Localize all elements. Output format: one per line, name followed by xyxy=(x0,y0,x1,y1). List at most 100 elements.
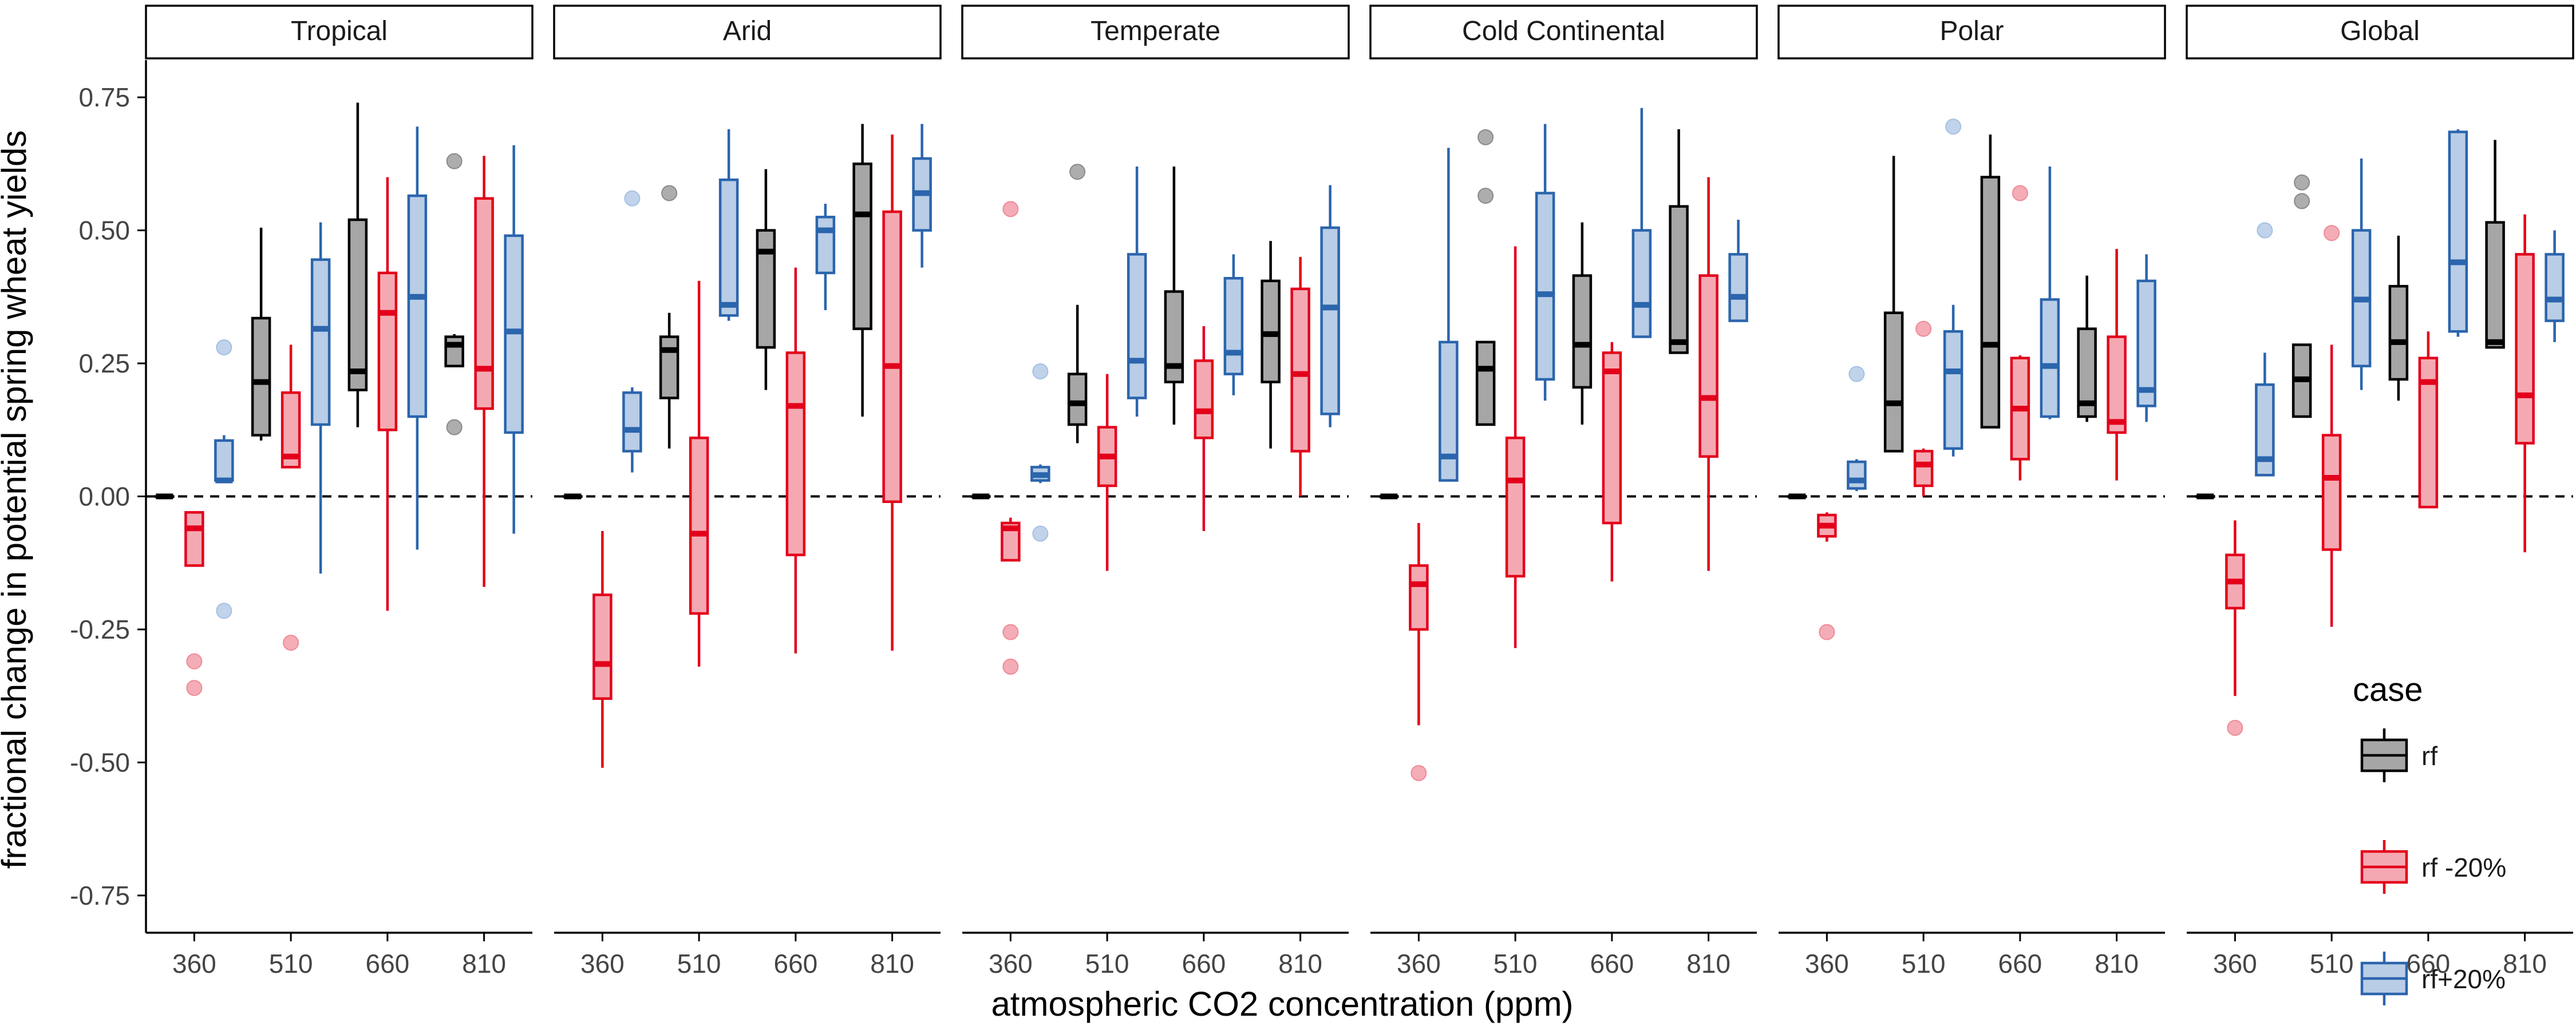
box-rf-20-660 xyxy=(2448,129,2468,337)
box-rf-660 xyxy=(1572,222,1593,425)
box-body xyxy=(2485,221,2505,349)
x-tick-label: 810 xyxy=(2503,949,2547,978)
box-body xyxy=(1194,359,1214,439)
x-tick-label: 360 xyxy=(580,949,625,978)
box-body xyxy=(214,439,234,482)
box-rf-20-660 xyxy=(377,177,398,611)
box-body xyxy=(1127,253,1147,399)
y-tick-label: -0.25 xyxy=(70,615,130,644)
box-body xyxy=(474,197,494,410)
box-body xyxy=(1439,340,1459,482)
outlier-point xyxy=(1819,624,1835,640)
outlier-point xyxy=(216,339,232,356)
panel-tropical: 360 510 660 810 xyxy=(146,102,532,978)
outlier-point xyxy=(624,190,641,207)
panel-polar: 360 510 660 810 xyxy=(1779,118,2165,978)
facet-panels: 360 510 660 810 360 510 660 810 360 510 660 810 360 5… xyxy=(146,102,2573,978)
x-tick-label: 660 xyxy=(1182,949,1226,978)
strip-temperate xyxy=(961,5,1350,60)
box-body xyxy=(2136,279,2156,407)
box-rf-20-510 xyxy=(1127,166,1147,417)
outlier-point xyxy=(446,419,463,435)
strip-tropical xyxy=(145,5,534,60)
box-body xyxy=(659,335,679,399)
x-tick-label: 810 xyxy=(1278,949,1322,978)
x-tick-label: 660 xyxy=(366,949,410,978)
box-rf-20-660 xyxy=(1223,254,1244,395)
box-rf-20-360 xyxy=(1409,522,1429,782)
outlier-point xyxy=(186,680,203,696)
box-body xyxy=(1320,226,1340,415)
x-tick-label: 660 xyxy=(2407,949,2451,978)
box-rf-810 xyxy=(852,124,872,417)
box-rf-20-810 xyxy=(1728,219,1748,322)
box-rf-20-360 xyxy=(1817,512,1837,640)
box-body xyxy=(756,229,776,349)
strip-label-tropical: Tropical xyxy=(291,16,388,46)
box-body xyxy=(1669,205,1689,354)
box-rf-20-360 xyxy=(214,339,234,619)
box-rf-20-660 xyxy=(2418,331,2439,509)
box-rf-20-510 xyxy=(2351,159,2372,390)
legend: case rf rf -20% rf+20% xyxy=(2353,671,2506,1005)
panel-cold-continental: 360 510 660 810 xyxy=(1370,108,1757,978)
outlier-point xyxy=(2324,225,2340,241)
box-rf-20-660 xyxy=(1631,108,1652,338)
box-body xyxy=(2040,298,2060,418)
y-tick-label: -0.50 xyxy=(70,747,130,777)
x-tick-label: 510 xyxy=(1902,949,1946,978)
box-body xyxy=(785,351,806,557)
x-tick-label: 810 xyxy=(1686,949,1730,978)
box-rf-660 xyxy=(1980,134,2001,429)
box-rf-20-510 xyxy=(310,222,331,574)
x-tick-label: 660 xyxy=(774,949,818,978)
box-rf-810 xyxy=(444,153,464,435)
x-tick-label: 360 xyxy=(2213,949,2257,978)
strip-label-polar: Polar xyxy=(1939,16,2004,46)
x-tick-label: 510 xyxy=(1085,949,1129,978)
box-rf-510 xyxy=(1475,129,1496,426)
outlier-point xyxy=(2012,185,2028,201)
box-rf-20-660 xyxy=(785,267,806,653)
outlier-point xyxy=(1002,624,1019,640)
box-rf-20-510 xyxy=(1913,320,1934,497)
box-rf-20-360 xyxy=(2225,520,2245,736)
box-rf-20-510 xyxy=(1535,124,1555,401)
box-body xyxy=(852,163,872,330)
box-body xyxy=(1535,192,1555,381)
panel-arid: 360 510 660 810 xyxy=(554,124,941,978)
box-rf-660 xyxy=(2388,235,2409,401)
box-body xyxy=(1602,351,1622,525)
y-tick-label: 0.50 xyxy=(78,216,130,245)
y-tick-label: 0.00 xyxy=(78,482,130,512)
strip-label-global: Global xyxy=(2340,16,2420,46)
box-rf-20-810 xyxy=(912,124,932,268)
outlier-point xyxy=(1002,201,1019,217)
box-rf-20-360 xyxy=(1001,201,1021,675)
box-body xyxy=(1409,564,1429,631)
legend-entry-rf: rf xyxy=(2360,728,2437,782)
x-tick-label: 360 xyxy=(989,949,1033,978)
strip-arid xyxy=(553,5,942,60)
box-body xyxy=(444,335,464,367)
outlier-point xyxy=(1002,659,1019,675)
outlier-point xyxy=(661,185,678,201)
box-rf-20-660 xyxy=(815,204,836,311)
y-axis: -0.75 -0.50 -0.25 0.00 0.25 0.50 0.75 xyxy=(70,60,147,933)
box-rf-510 xyxy=(1067,164,1088,443)
outlier-point xyxy=(2257,222,2273,239)
box-rf-810 xyxy=(2077,275,2097,422)
box-rf-20-660 xyxy=(1194,326,1214,531)
box-rf-20-810 xyxy=(1320,185,1340,427)
strip-label-temperate: Temperate xyxy=(1091,16,1220,46)
box-rf-810 xyxy=(1261,241,1281,449)
box-rf-660 xyxy=(756,169,776,390)
box-rf-810 xyxy=(2485,140,2505,349)
box-body xyxy=(815,216,836,275)
box-rf-20-360 xyxy=(1439,148,1459,482)
legend-label: rf+20% xyxy=(2421,964,2506,994)
outlier-point xyxy=(1477,129,1494,145)
x-tick-label: 510 xyxy=(2310,949,2354,978)
outlier-point xyxy=(446,153,463,169)
